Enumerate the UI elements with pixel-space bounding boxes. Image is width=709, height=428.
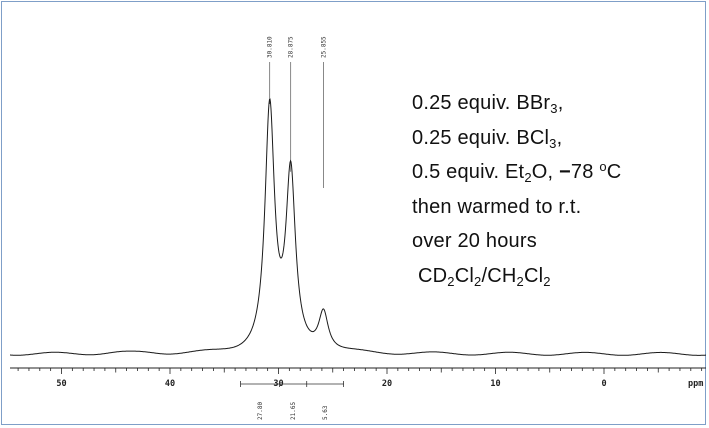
condition-line-6: CD2Cl2/CH2Cl2 bbox=[418, 264, 551, 289]
peak-marker: 30.810 bbox=[267, 36, 274, 104]
x-tick-label: 50 bbox=[56, 379, 66, 389]
condition-line-1: 0.25 equiv. BBr3, bbox=[412, 92, 564, 116]
integral-label: 5.63 bbox=[322, 405, 329, 420]
integral-label: 27.80 bbox=[257, 402, 264, 420]
peak-label: 30.810 bbox=[267, 36, 274, 58]
condition-line-5: over 20 hours bbox=[412, 230, 537, 252]
integrals: 27.80 21.65 5.63 bbox=[240, 381, 345, 420]
x-tick-label: 0 bbox=[601, 379, 606, 389]
peak-labels: 30.810 28.875 25.855 bbox=[267, 36, 327, 188]
x-axis-ticks: 50 40 30 20 10 0 bbox=[17, 368, 703, 389]
condition-line-3: 0.5 equiv. Et2O, −78 oC bbox=[412, 159, 622, 185]
integral-label: 21.65 bbox=[290, 402, 297, 420]
peak-label: 25.855 bbox=[320, 36, 327, 58]
condition-line-4: then warmed to r.t. bbox=[412, 195, 582, 218]
peak-marker: 25.855 bbox=[320, 36, 327, 188]
peak-marker: 28.875 bbox=[288, 36, 295, 172]
spectrum-trace bbox=[10, 98, 706, 356]
reaction-conditions: 0.25 equiv. BBr3, 0.25 equiv. BCl3, 0.5 … bbox=[412, 86, 621, 293]
x-tick-label: 40 bbox=[165, 379, 175, 389]
condition-line-2: 0.25 equiv. BCl3, bbox=[412, 126, 563, 151]
peak-label: 28.875 bbox=[288, 36, 295, 58]
x-axis-label: ppm bbox=[688, 379, 703, 389]
x-tick-label: 20 bbox=[382, 379, 392, 389]
x-tick-label: 10 bbox=[490, 379, 500, 389]
